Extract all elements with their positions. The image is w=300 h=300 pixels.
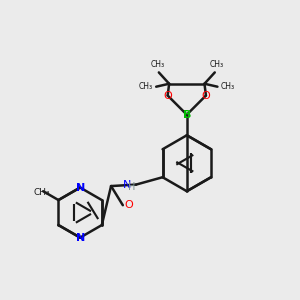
Text: CH₃: CH₃ — [209, 61, 223, 70]
Text: N: N — [76, 182, 85, 193]
Text: CH₃: CH₃ — [139, 82, 153, 91]
Text: B: B — [183, 110, 191, 120]
Text: N: N — [123, 180, 132, 190]
Text: H: H — [128, 182, 135, 192]
Text: O: O — [163, 91, 172, 100]
Text: CH₃: CH₃ — [33, 188, 50, 197]
Text: CH₃: CH₃ — [150, 61, 164, 70]
Text: CH₃: CH₃ — [220, 82, 235, 91]
Text: N: N — [76, 232, 85, 243]
Text: O: O — [202, 91, 210, 100]
Text: O: O — [124, 200, 133, 210]
